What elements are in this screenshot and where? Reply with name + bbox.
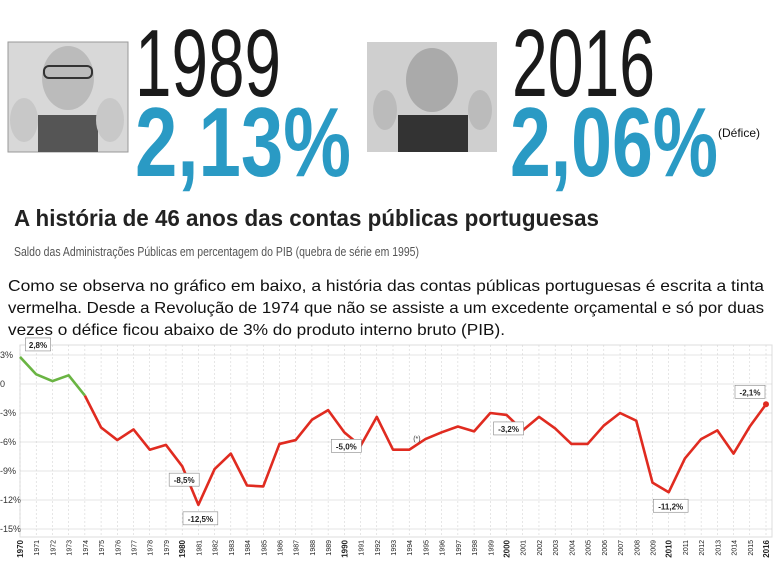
photo-2016	[367, 42, 497, 152]
x-tick-label: 2003	[553, 540, 560, 556]
x-tick-label: 2010	[665, 539, 674, 557]
x-tick-label: 1993	[391, 540, 398, 556]
x-tick-label: 2000	[503, 539, 512, 557]
x-tick-label: 2002	[537, 540, 544, 556]
year: 1989	[135, 10, 281, 117]
y-tick-label: -12%	[0, 495, 21, 505]
label-box	[493, 421, 524, 436]
x-tick-label: 1970	[16, 539, 25, 557]
x-tick-label: 1973	[67, 540, 74, 556]
y-tick-label: -15%	[0, 524, 21, 534]
label-box	[734, 384, 766, 399]
x-tick-label: 1975	[99, 540, 106, 556]
data-label: -3,2%	[498, 425, 519, 434]
series-line	[83, 395, 768, 507]
title: A história de 46 anos das contas pública…	[14, 205, 599, 231]
x-tick-label: 1992	[375, 540, 382, 556]
x-tick-label: 1974	[83, 540, 90, 556]
end-dot	[763, 401, 769, 408]
x-tick-label: 2013	[715, 540, 722, 556]
x-tick-label: 1990	[340, 539, 349, 557]
chart: 3% 0 -3% -6% -9% -12% -15% 1970 1971 1972 1973 1974…	[0, 337, 773, 558]
y-tick-label: 0	[0, 379, 5, 389]
x-tick-label: 1995	[423, 540, 430, 556]
x-tick-label: 2012	[699, 540, 706, 556]
paragraph-line: vermelha. Desde a Revolução de 1974 que …	[8, 300, 764, 317]
x-tick-label: 2016	[762, 539, 771, 557]
subtitle: Saldo das Administrações Públicas em per…	[14, 244, 419, 259]
data-label: -12,5%	[188, 515, 213, 524]
photo-1989	[7, 41, 129, 153]
x-tick-label: 1979	[164, 540, 171, 556]
x-tick-label: 1996	[440, 540, 447, 556]
x-tick-label: 2014	[732, 540, 739, 556]
x-tick-label: 1999	[488, 540, 495, 556]
annotation: (*)	[413, 436, 420, 443]
x-tick-label: 1983	[229, 540, 236, 556]
x-tick-label: 2015	[748, 540, 755, 556]
note: (Défice)	[718, 126, 760, 140]
series-line	[19, 356, 86, 397]
x-tick-label: 2001	[521, 540, 528, 556]
data-label: 2,8%	[29, 341, 47, 350]
y-tick-label: -3%	[0, 408, 16, 418]
x-tick-label: 1986	[277, 540, 284, 556]
label-box	[652, 498, 689, 513]
x-tick-label: 2006	[602, 540, 609, 556]
y-tick-label: 3%	[0, 350, 13, 360]
paragraph-line: vezes o défice ficou abaixo de 3% do pro…	[8, 322, 505, 339]
x-tick-label: 1976	[115, 540, 122, 556]
x-tick-label: 1984	[245, 540, 252, 556]
x-tick-label: 2008	[634, 540, 641, 556]
x-tick-label: 1981	[196, 540, 203, 556]
x-tick-label: 2005	[586, 540, 593, 556]
paragraph-line: Como se observa no gráfico em baixo, a h…	[8, 278, 764, 295]
x-tick-label: 2009	[650, 540, 657, 556]
x-tick-label: 2004	[569, 540, 576, 556]
x-tick-label: 2011	[683, 540, 690, 555]
label-box	[25, 337, 51, 352]
y-tick-label: -9%	[0, 466, 16, 476]
data-label: -11,2%	[658, 502, 683, 511]
x-tick-label: 1991	[359, 540, 366, 556]
label-box	[168, 472, 200, 487]
data-label: -8,5%	[174, 476, 195, 485]
x-tick-label: 1977	[132, 540, 139, 556]
x-tick-label: 1971	[34, 540, 41, 556]
y-tick-label: -6%	[0, 437, 16, 447]
x-tick-label: 1978	[148, 540, 155, 556]
year: 2016	[512, 10, 655, 117]
label-box	[331, 439, 362, 453]
x-tick-label: 1988	[310, 540, 317, 556]
x-tick-label: 1998	[472, 540, 479, 556]
x-tick-label: 1982	[213, 540, 220, 556]
label-box	[182, 511, 219, 526]
x-tick-label: 2007	[618, 540, 625, 556]
x-tick-label: 1989	[326, 540, 333, 556]
x-tick-label: 1987	[294, 540, 301, 556]
percent: 2,13%	[135, 87, 351, 197]
data-label: -5,0%	[336, 442, 357, 451]
percent: 2,06%	[510, 87, 718, 197]
data-label: -2,1%	[740, 388, 761, 397]
x-tick-label: 1997	[456, 540, 463, 556]
x-tick-label: 1972	[50, 540, 57, 556]
x-tick-label: 1985	[261, 540, 268, 556]
x-tick-label: 1980	[178, 539, 187, 557]
x-tick-label: 1994	[407, 540, 414, 556]
